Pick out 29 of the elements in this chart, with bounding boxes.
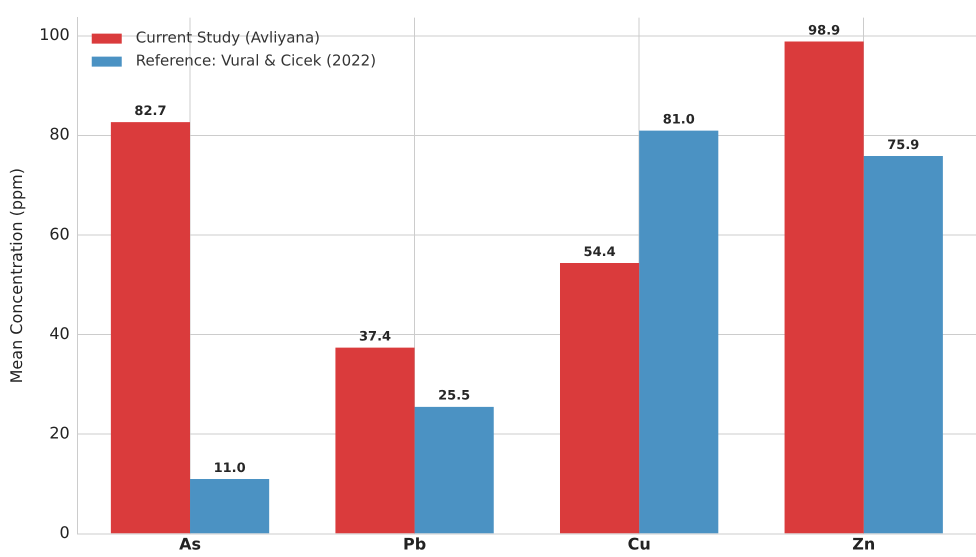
x-tick-label: As: [179, 534, 201, 554]
bar: [784, 41, 864, 534]
data-label: 75.9: [887, 138, 920, 153]
data-label: 37.4: [358, 330, 392, 345]
bar: [414, 406, 494, 534]
y-tick-label: 80: [49, 124, 70, 144]
y-tick-label: 0: [60, 522, 70, 542]
bar: [639, 130, 718, 534]
data-label: 98.9: [808, 23, 840, 38]
legend-label: Current Study (Avliyana): [136, 28, 320, 46]
bar: [335, 348, 415, 534]
y-axis-title: Mean Concentration (ppm): [6, 168, 26, 384]
y-tick-label: 60: [49, 224, 70, 244]
data-label: 11.0: [214, 460, 246, 476]
x-tick-label: Zn: [852, 534, 876, 554]
bar: [190, 479, 270, 534]
data-label: 82.7: [134, 104, 166, 120]
data-label: 81.0: [662, 112, 695, 128]
y-tick-label: 100: [39, 25, 70, 44]
legend-label: Reference: Vural & Cicek (2022): [136, 51, 376, 70]
bar: [560, 263, 640, 534]
x-tick-label: Cu: [628, 534, 651, 554]
bar: [864, 156, 943, 534]
data-label: 25.5: [438, 388, 470, 404]
y-tick-label: 40: [49, 324, 70, 343]
x-tick-label: Pb: [402, 534, 426, 554]
y-tick-label: 20: [49, 423, 70, 442]
data-label: 54.4: [584, 244, 616, 260]
bar: [110, 122, 190, 534]
